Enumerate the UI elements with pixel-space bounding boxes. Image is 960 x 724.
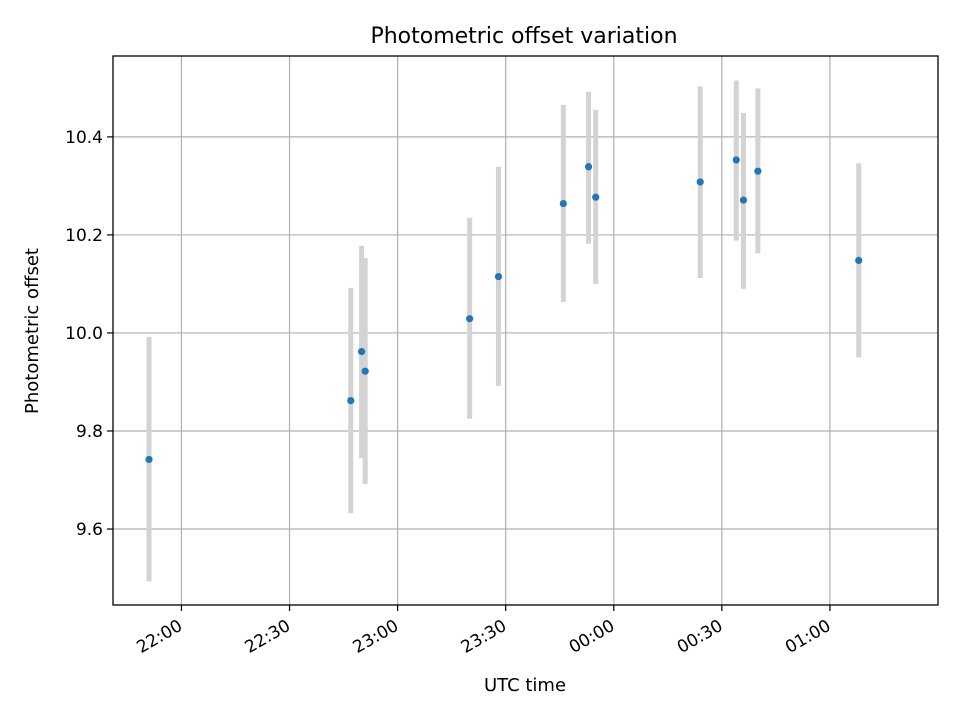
point-layer [145,156,863,464]
data-point [754,167,762,175]
grid-layer [113,56,938,605]
data-point [466,315,474,323]
data-point [732,156,740,164]
data-point [357,347,366,356]
data-point [855,256,863,265]
y-tick-label: 9.6 [76,520,103,540]
data-point [584,163,593,171]
data-point [494,272,503,281]
x-axis-label: UTC time [484,675,566,696]
data-point [739,196,748,204]
data-point [361,367,369,375]
y-axis-label: Photometric offset [22,248,43,414]
data-point [696,178,704,186]
y-tick-label: 10.4 [65,128,103,148]
y-tick-label: 10.0 [65,324,103,344]
plot-frame [112,55,939,606]
data-point [145,455,153,464]
y-tick-label: 10.2 [65,226,103,246]
data-point [559,199,567,208]
y-tick-label: 9.8 [76,422,103,442]
chart-title: Photometric offset variation [370,24,677,49]
data-point [347,396,355,405]
y-axis: 9.6 9.8 10.0 10.2 10.4 [65,128,113,540]
data-point [592,193,600,201]
